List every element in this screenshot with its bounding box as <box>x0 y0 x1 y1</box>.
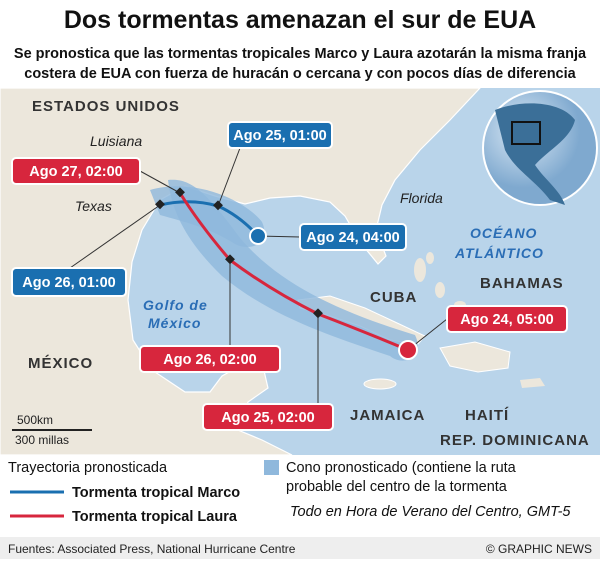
callout-laura: Ago 27, 02:00 <box>29 164 123 180</box>
subtitle: costera de EUA con fuerza de huracán o c… <box>24 66 576 82</box>
globe <box>482 90 598 206</box>
map-label: México <box>148 315 201 331</box>
map-label: JAMAICA <box>350 407 425 424</box>
legend-item: Tormenta tropical Laura <box>72 509 238 525</box>
callout-laura: Ago 25, 02:00 <box>221 410 315 426</box>
puerto-rico-land <box>520 378 545 388</box>
track-points <box>155 187 323 319</box>
callouts: Ago 25, 01:00 Ago 24, 04:00 Ago 26, 01:0… <box>11 121 568 431</box>
legend-note: Todo en Hora de Verano del Centro, GMT-5 <box>290 504 571 520</box>
subtitle: Se pronostica que las tormentas tropical… <box>14 46 587 62</box>
map-label: MÉXICO <box>28 355 93 372</box>
map-label: OCÉANO <box>470 225 537 241</box>
callout-laura: Ago 26, 02:00 <box>163 352 257 368</box>
legend-swatch <box>264 460 279 475</box>
map-label: Luisiana <box>90 133 142 149</box>
storm-marco <box>249 227 267 245</box>
callout-laura: Ago 24, 05:00 <box>460 312 554 328</box>
map-label: CUBA <box>370 289 417 306</box>
map-label: ATLÁNTICO <box>454 245 544 261</box>
map-label: BAHAMAS <box>480 275 564 292</box>
callout-marco: Ago 26, 01:00 <box>22 275 116 291</box>
hispaniola-land <box>439 341 511 373</box>
legend-item: probable del centro de la tormenta <box>286 479 508 495</box>
jamaica-land <box>363 378 397 390</box>
map-label: Texas <box>75 198 112 214</box>
map-label: ESTADOS UNIDOS <box>32 98 180 115</box>
map-label: Florida <box>400 190 443 206</box>
legend-item: Tormenta tropical Marco <box>72 485 240 501</box>
track-laura <box>178 192 409 352</box>
map-label: REP. DOMINICANA <box>440 432 590 449</box>
legend-title: Trayectoria pronosticada <box>8 460 168 476</box>
footer-credit: © GRAPHIC NEWS <box>486 542 592 556</box>
map-label: HAITÍ <box>465 407 509 424</box>
cone-laura <box>168 179 418 361</box>
scale-km: 500km <box>17 413 53 427</box>
callout-marco: Ago 25, 01:00 <box>233 128 327 144</box>
footer-sources: Fuentes: Associated Press, National Hurr… <box>8 542 296 556</box>
legend: Trayectoria pronosticada Tormenta tropic… <box>8 460 571 525</box>
legend-item: Cono pronosticado (contiene la ruta <box>286 460 517 476</box>
footer-bar <box>0 537 600 559</box>
map-label: Golfo de <box>143 297 208 313</box>
scale-miles: 300 millas <box>15 433 69 447</box>
storm-laura <box>398 340 418 360</box>
callout-marco: Ago 24, 04:00 <box>306 230 400 246</box>
title: Dos tormentas amenazan el sur de EUA <box>64 6 536 34</box>
